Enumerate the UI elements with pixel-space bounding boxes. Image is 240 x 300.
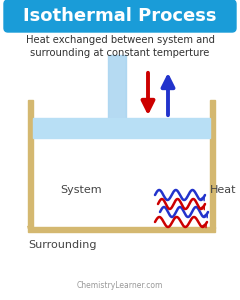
Text: Heat: Heat	[210, 185, 236, 195]
Bar	[210, 100, 215, 228]
Bar	[28, 227, 215, 232]
Bar	[108, 55, 126, 120]
Text: ChemistryLearner.com: ChemistryLearner.com	[77, 281, 163, 290]
Polygon shape	[28, 226, 34, 232]
Text: System: System	[60, 185, 102, 195]
FancyBboxPatch shape	[4, 0, 236, 32]
Text: Heat exchanged between system and
surrounding at constant temperture: Heat exchanged between system and surrou…	[25, 35, 215, 58]
Bar	[28, 100, 33, 228]
Text: Isothermal Process: Isothermal Process	[23, 7, 217, 25]
Polygon shape	[209, 226, 215, 232]
Text: Surrounding: Surrounding	[28, 240, 96, 250]
Bar	[33, 118, 210, 138]
